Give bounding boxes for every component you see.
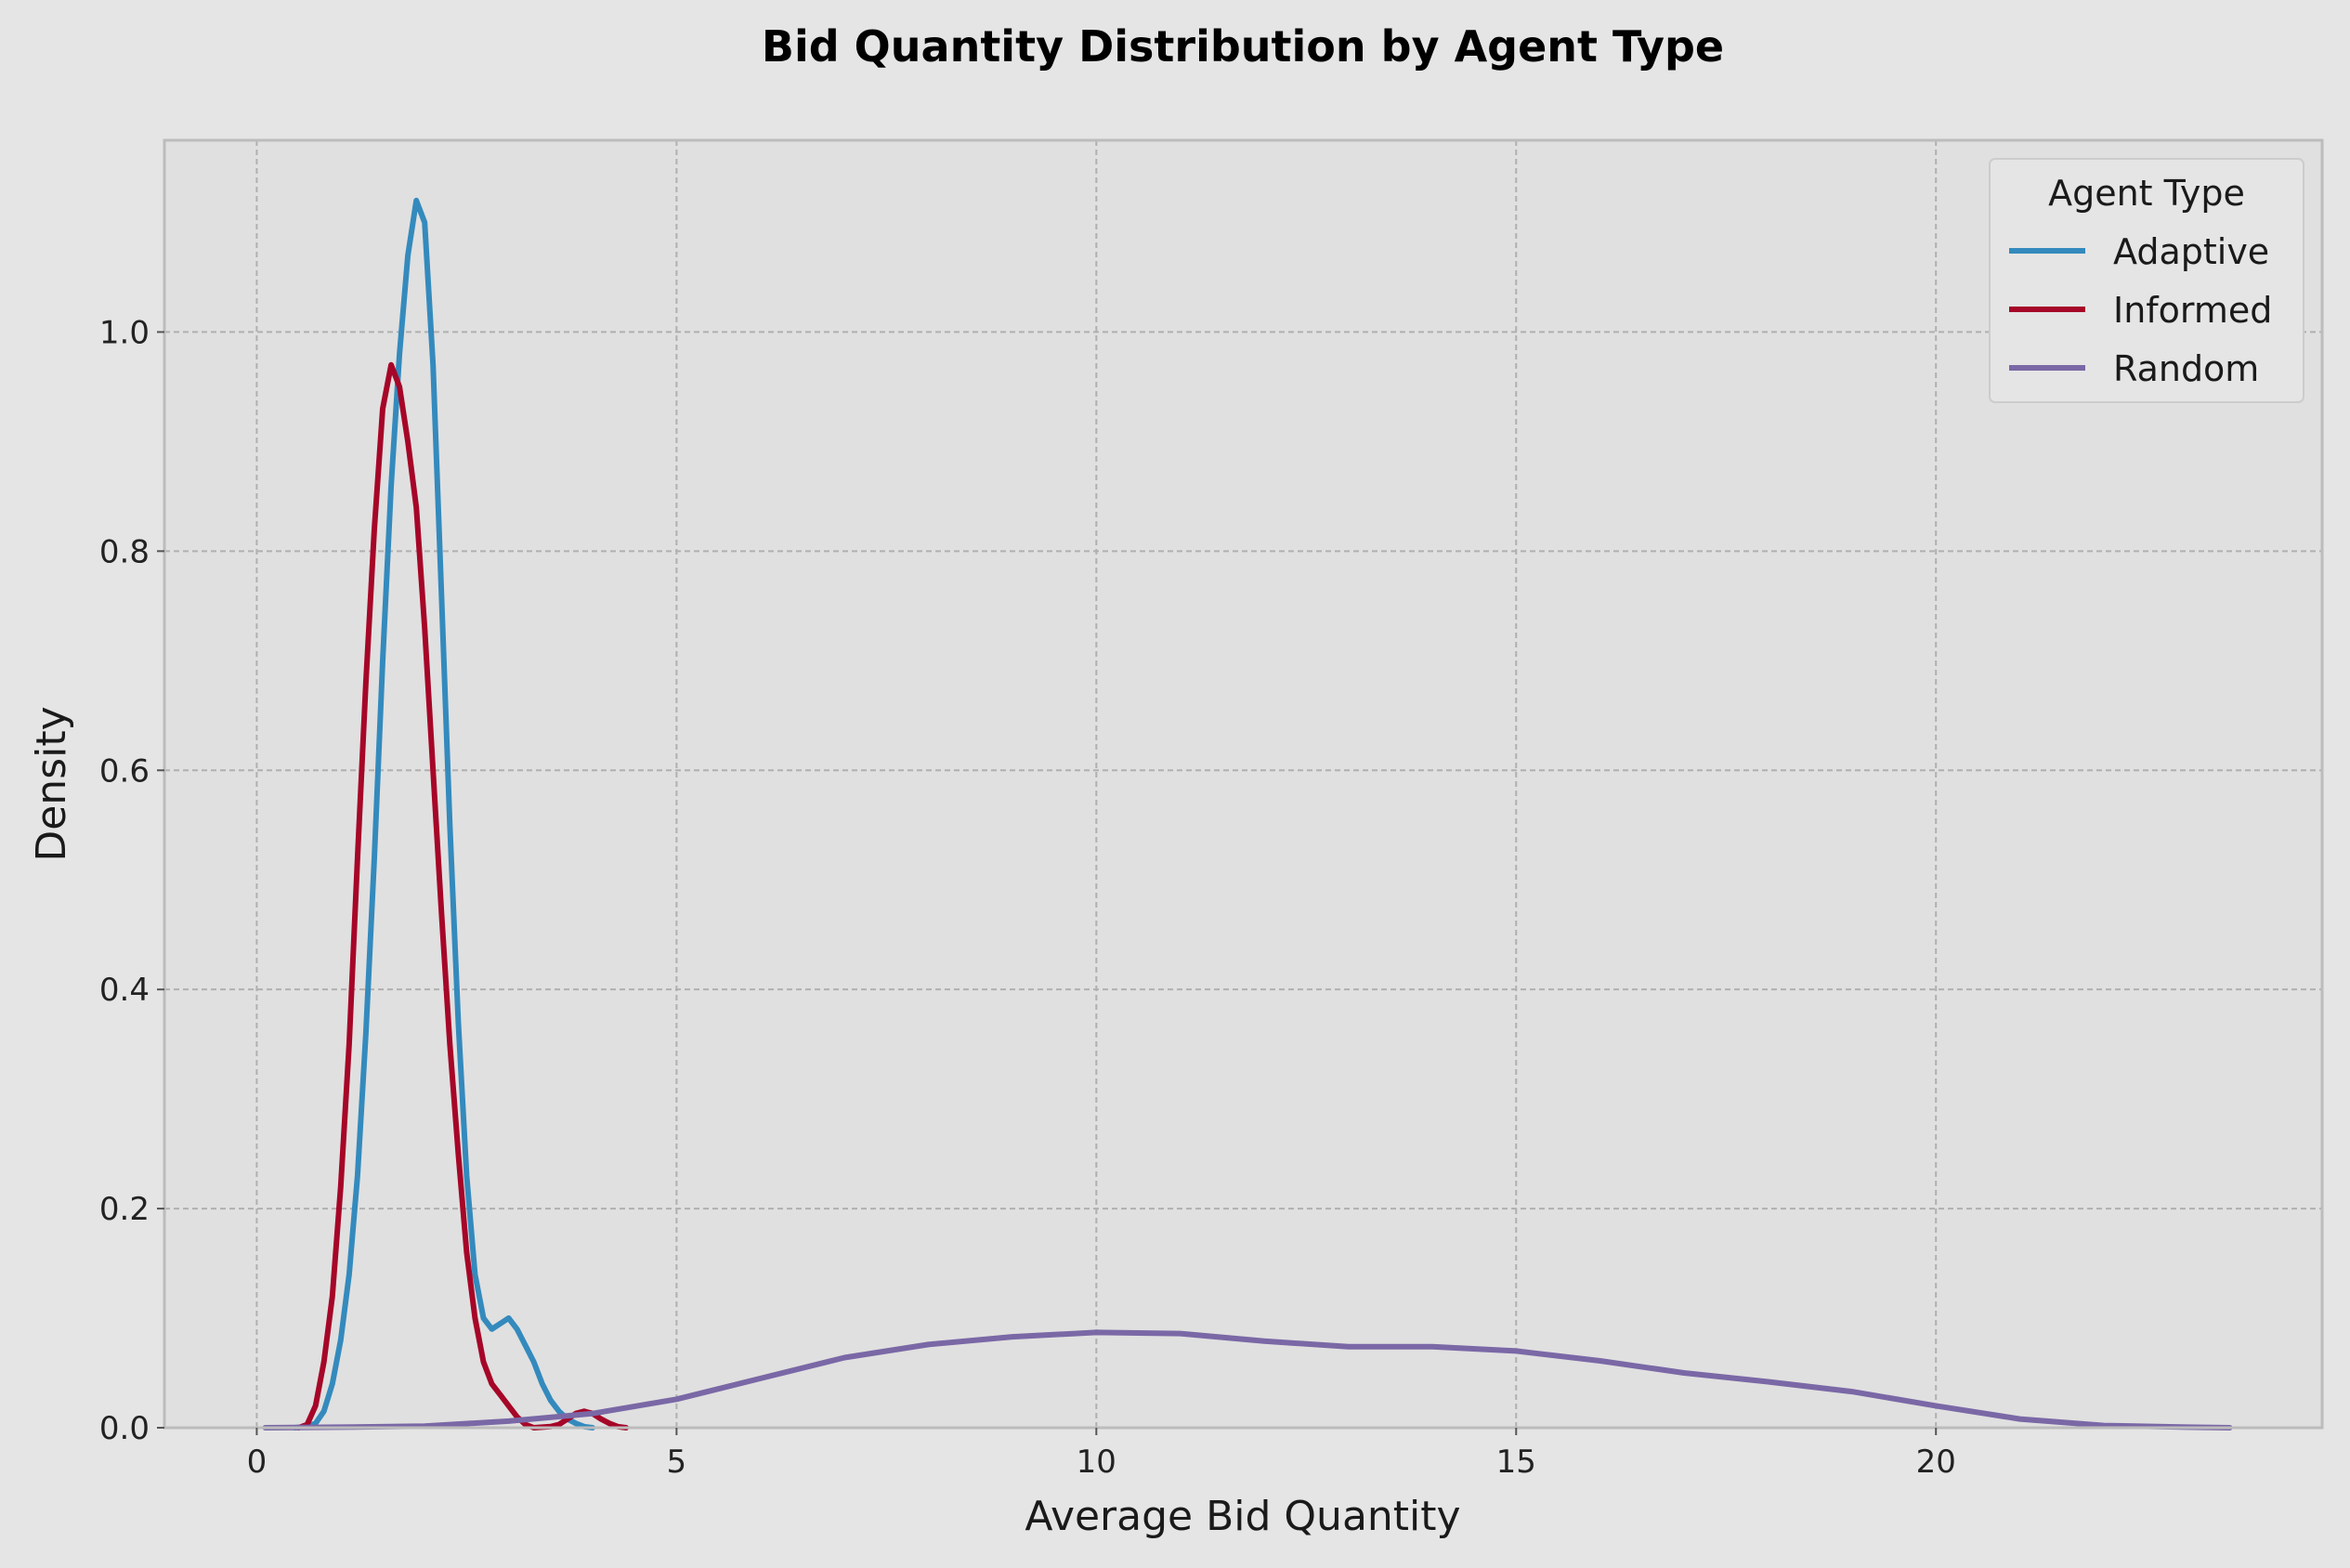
x-tick-label: 10 [1077, 1444, 1116, 1481]
y-axis-label: Density [28, 706, 75, 861]
legend-entries: Adaptive Informed Random [2009, 231, 2272, 389]
legend-label-informed: Informed [2113, 290, 2272, 331]
y-tick-label: 1.0 [99, 314, 150, 351]
legend-label-random: Random [2113, 348, 2259, 389]
y-tick-label: 0.2 [99, 1191, 150, 1228]
legend-box [1989, 158, 2304, 403]
y-tick-label: 0.6 [99, 752, 150, 790]
y-tick-label: 0.4 [99, 972, 150, 1009]
x-tick-label: 0 [247, 1444, 268, 1481]
x-axis-label: Average Bid Quantity [1025, 1493, 1460, 1540]
x-tick-label: 15 [1496, 1444, 1536, 1481]
x-tick-label: 20 [1916, 1444, 1956, 1481]
legend: Agent Type Adaptive Informed Random [1989, 158, 2304, 403]
x-tick-label: 5 [667, 1444, 687, 1481]
ticks: 0 5 10 15 20 0.0 0.2 0.4 0.6 0.8 1.0 [99, 314, 1956, 1481]
chart-title: Bid Quantity Distribution by Agent Type [762, 21, 1724, 72]
legend-label-adaptive: Adaptive [2113, 231, 2269, 272]
plot-frame [163, 138, 2324, 1430]
y-tick-label: 0.0 [99, 1410, 150, 1447]
y-tick-label: 0.8 [99, 533, 150, 570]
plot-background [164, 140, 2322, 1428]
series-line-adaptive [292, 197, 595, 1431]
series-line-random [262, 1329, 2233, 1431]
series-layer [262, 197, 2233, 1431]
legend-title: Agent Type [2048, 173, 2245, 214]
